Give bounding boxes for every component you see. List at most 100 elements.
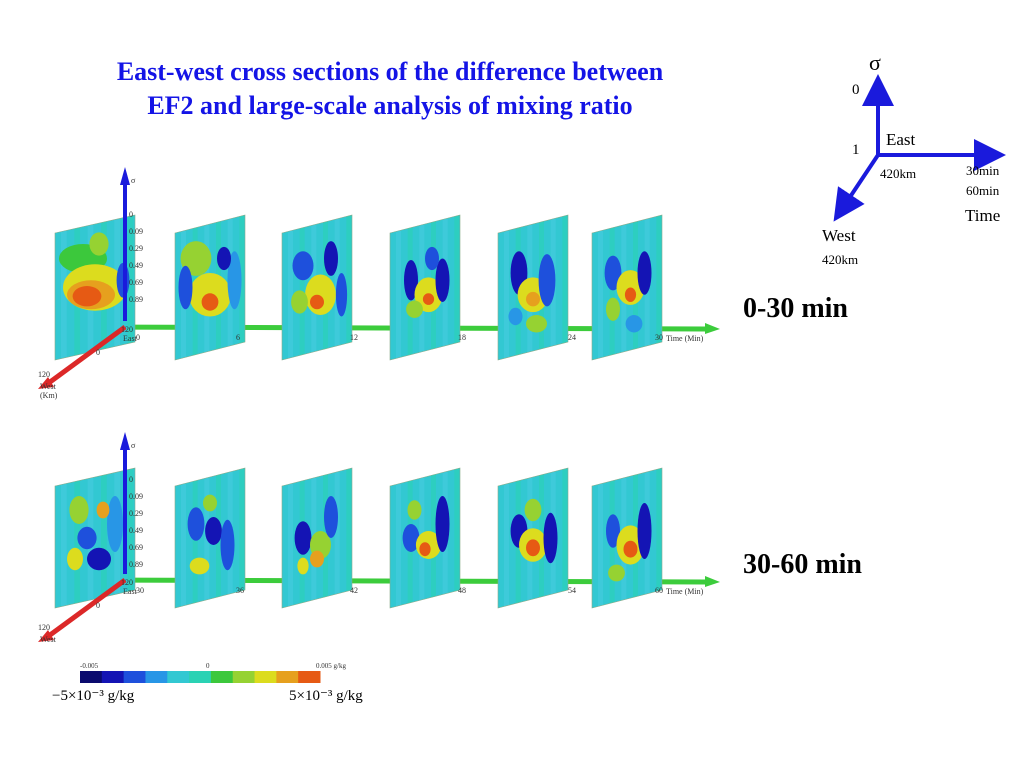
panel1-section-1	[174, 214, 246, 361]
panel1-section-4	[497, 214, 569, 361]
colorbar-swatch-6	[210, 671, 234, 683]
colorbar-swatch-5	[189, 671, 212, 683]
sigma-top-label: 0	[852, 82, 860, 98]
axis-key-diagram: σ 0 1 East 420km 30min 60min Time West 4…	[810, 50, 1024, 280]
panel1-west-unit: (Km)	[40, 391, 58, 400]
panel1-east-tick: 120	[121, 325, 133, 334]
east-distance: 420km	[880, 166, 917, 181]
panel2-time-tick-2: 42	[350, 586, 358, 595]
time-30-label: 30min	[966, 163, 1000, 178]
title-line-2: EF2 and large-scale analysis of mixing r…	[147, 91, 633, 120]
slide-title: East-west cross sections of the differen…	[0, 55, 780, 123]
panel-0-30: 0 0.09 0.29 0.49 0.69 0.89 σ 0 6 12 18 24 30 Time (Mi…	[30, 155, 730, 405]
panel2-time-tick-0: 30	[136, 586, 144, 595]
panel2-west-unit: (Km)	[40, 644, 58, 645]
colorbar-swatch-3	[145, 671, 168, 683]
panel2-time-tick-5: 60	[655, 586, 663, 595]
panel1-east-label: East	[123, 334, 138, 343]
colorbar-tick-0: -0.005	[80, 662, 99, 670]
panel1-west-tick: 120	[38, 370, 50, 379]
axis-key-arrows	[833, 74, 1006, 222]
panel2-section-0	[54, 467, 136, 609]
panel2-time-axis-label: Time (Min)	[666, 587, 704, 596]
panel1-sigma-axis-head	[120, 167, 130, 185]
panel2-sigma-tick-0: 0	[129, 475, 133, 484]
west-distance: 420km	[822, 252, 859, 267]
panel2-west-axis-head	[38, 630, 54, 642]
panel1-origin-tick: 0	[96, 348, 100, 357]
colorbar-swatch-0	[80, 671, 103, 683]
panel1-west-axis	[48, 324, 127, 385]
sigma-symbol: σ	[869, 50, 881, 75]
panel1-section-3	[389, 214, 461, 361]
time-label: Time	[965, 206, 1001, 225]
panel2-section-4	[497, 467, 569, 609]
panel1-sigma-tick-1: 0.09	[129, 227, 143, 236]
panel2-sigma-tick-5: 0.89	[129, 560, 143, 569]
colorbar-swatch-2	[123, 671, 146, 683]
panel2-west-tick: 120	[38, 623, 50, 632]
panel1-sigma-tick-3: 0.49	[129, 261, 143, 270]
panel2-section-1	[174, 467, 246, 609]
panel2-sigma-axis-label: σ	[131, 441, 136, 450]
panel1-section-2	[281, 214, 353, 361]
colorbar-min-label: −5×10⁻³ g/kg	[52, 688, 135, 704]
panel1-section-0	[54, 214, 136, 361]
colorbar: -0.005 0 0.005 g/kg	[80, 660, 370, 690]
panel1-time-tick-5: 30	[655, 333, 663, 342]
sigma-bottom-label: 1	[852, 142, 860, 158]
colorbar-swatch-7	[232, 671, 256, 683]
panel1-time-tick-1: 6	[236, 333, 240, 342]
panel2-section-2	[281, 467, 353, 609]
panel1-sigma-tick-0: 0	[129, 210, 133, 219]
panel2-sigma-tick-2: 0.29	[129, 509, 143, 518]
panel1-time-tick-0: 0	[136, 333, 140, 342]
panel1-time-axis-label: Time (Min)	[666, 334, 704, 343]
panel2-time-axis-head	[705, 576, 720, 587]
colorbar-swatch-9	[276, 671, 299, 683]
panel2-east-tick: 120	[121, 578, 133, 587]
panel1-sigma-tick-4: 0.69	[129, 278, 143, 287]
east-label: East	[886, 130, 916, 149]
panel2-sigma-tick-1: 0.09	[129, 492, 143, 501]
panel2-sigma-tick-3: 0.49	[129, 526, 143, 535]
panel-30-60: 0 0.09 0.29 0.49 0.69 0.89 σ 30 36 42 48 54 60 Time (…	[30, 420, 730, 653]
west-axis-arrow	[833, 153, 880, 222]
colorbar-swatch-8	[254, 671, 277, 683]
panel2-section-5	[591, 467, 663, 609]
colorbar-swatch-10	[298, 671, 321, 683]
panel2-section-3	[389, 467, 461, 609]
colorbar-max-label: 5×10⁻³ g/kg	[289, 688, 363, 704]
colorbar-tick-2: 0.005 g/kg	[316, 662, 346, 670]
time-60-label: 60min	[966, 183, 1000, 198]
panel2-sigma-tick-4: 0.69	[129, 543, 143, 552]
panel1-time-tick-4: 24	[568, 333, 576, 342]
panel2-time-tick-3: 48	[458, 586, 466, 595]
period-label-30-60: 30-60 min	[743, 549, 862, 580]
panel1-sigma-tick-5: 0.89	[129, 295, 143, 304]
panel2-west-label: West	[40, 635, 57, 644]
colorbar-strip: -0.005 0 0.005 g/kg	[80, 662, 346, 683]
panel1-time-tick-2: 12	[350, 333, 358, 342]
title-line-1: East-west cross sections of the differen…	[116, 57, 664, 86]
panel1-time-tick-3: 18	[458, 333, 466, 342]
period-label-0-30: 0-30 min	[743, 293, 848, 324]
panel1-time-axis-head	[705, 323, 720, 334]
panel2-time-tick-1: 36	[236, 586, 244, 595]
west-label: West	[822, 226, 856, 245]
panel-0-30-plot: 0 0.09 0.29 0.49 0.69 0.89 σ 0 6 12 18 24 30 Time (Mi…	[38, 167, 720, 400]
panel2-origin-tick: 0	[96, 601, 100, 610]
panel2-sigma-axis-head	[120, 432, 130, 450]
panel2-time-tick-4: 54	[568, 586, 576, 595]
panel1-west-label: West	[40, 382, 57, 391]
panel1-sigma-axis-label: σ	[131, 176, 136, 185]
panel1-sigma-tick-2: 0.29	[129, 244, 143, 253]
colorbar-swatch-4	[167, 671, 190, 683]
panel1-west-axis-head	[38, 377, 54, 389]
panel2-east-label: East	[123, 587, 138, 596]
panel2-west-axis	[48, 577, 127, 638]
colorbar-tick-1: 0	[206, 662, 210, 670]
panel-30-60-plot: 0 0.09 0.29 0.49 0.69 0.89 σ 30 36 42 48 54 60 Time (…	[38, 432, 720, 653]
colorbar-swatch-1	[101, 671, 125, 683]
panel1-section-5	[591, 214, 663, 361]
